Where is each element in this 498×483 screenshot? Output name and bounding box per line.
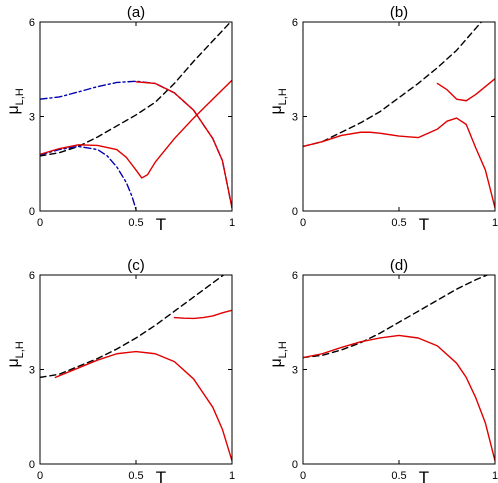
panel-d-x-axis-label: T (419, 468, 429, 483)
panel-b-y-axis-subscript: L,H (277, 88, 289, 105)
panel-d-y-tick-label: 3 (292, 365, 298, 377)
panel-a-x-axis-label: T (156, 215, 166, 234)
panel-d-y-axis-symbol: μ (268, 358, 285, 367)
panel-c-series-2-solid-line (54, 350, 232, 462)
panel-c-y-tick-label: 3 (29, 365, 35, 377)
panel-a-y-tick-label: 3 (29, 112, 35, 124)
panel-b-series-3-solid-line (436, 77, 495, 102)
panel-d-x-tick-label: 1 (492, 470, 498, 482)
panel-c-y-tick-label: 6 (29, 270, 35, 282)
panel-b-y-tick-label: 6 (292, 17, 298, 29)
panel-a-title: (a) (127, 4, 145, 21)
panel-a-x-tick-label: 0 (37, 217, 43, 229)
panel-a-y-axis-label: μL,H (5, 88, 26, 114)
panel-a-plot-area (40, 22, 232, 211)
panel-d-series-1-dashed-line (303, 275, 490, 359)
panel-c-plot-area (40, 275, 232, 462)
panel-a-y-axis-subscript: L,H (14, 88, 26, 105)
panel-b: 0 0.5 1 0 3 6 (b) TμL,H (268, 4, 498, 234)
panel-b-x-tick-label: 0 (300, 217, 306, 229)
panel-d-series-2-solid-line (303, 334, 495, 462)
panel-c-x-tick-label: 0 (37, 470, 43, 482)
panel-b-x-tick-label: 0.5 (391, 217, 406, 229)
panel-c-x-tick-label: 1 (229, 470, 235, 482)
panel-d-x-tick-label: 0.5 (391, 470, 406, 482)
panel-b-x-axis-label: T (419, 215, 429, 234)
panel-c-title: (c) (127, 257, 145, 274)
panel-a-x-tick-label: 0.5 (128, 217, 143, 229)
panel-d-y-axis-subscript: L,H (277, 341, 289, 358)
panel-c-y-axis-label: μL,H (5, 341, 26, 367)
panel-c: 0 0.5 1 0 3 6 (c) TμL,H (5, 257, 235, 483)
panel-a-series-5-solid-line (135, 81, 232, 209)
panel-b-x-tick-label: 1 (492, 217, 498, 229)
panel-b-series-2-solid-line (303, 117, 495, 209)
panel-b-y-tick-label: 3 (292, 112, 298, 124)
panel-b-y-tick-label: 0 (292, 206, 298, 218)
panel-a-y-axis-symbol: μ (5, 105, 22, 114)
panel-a: 0 0.5 1 0 3 6 (a) TμL,H (5, 4, 235, 234)
panel-a-x-tick-label: 1 (229, 217, 235, 229)
panel-a-series-3-dashdot-line (40, 145, 137, 211)
panel-d-y-tick-label: 6 (292, 270, 298, 282)
panel-d-y-axis-label: μL,H (268, 341, 289, 367)
panel-c-y-axis-symbol: μ (5, 358, 22, 367)
panel-b-y-axis-label: μL,H (268, 88, 289, 114)
panel-d-title: (d) (390, 257, 408, 274)
panel-b-series-1-dashed-line (303, 22, 483, 148)
panel-c-series-1-dashed-line (40, 275, 225, 379)
panel-c-x-tick-label: 0.5 (128, 470, 143, 482)
panel-a-series-1-dashed-line (40, 22, 232, 157)
panel-d-y-tick-label: 0 (292, 459, 298, 471)
panel-b-y-axis-symbol: μ (268, 105, 285, 114)
panel-d-plot-area (303, 275, 495, 462)
panel-a-y-tick-label: 0 (29, 206, 35, 218)
panel-a-y-tick-label: 6 (29, 17, 35, 29)
panel-c-y-tick-label: 0 (29, 459, 35, 471)
panel-b-plot-area (303, 22, 495, 209)
panel-d: 0 0.5 1 0 3 6 (d) TμL,H (268, 257, 498, 483)
panel-a-series-4-solid-line (40, 79, 232, 179)
panel-c-y-axis-subscript: L,H (14, 341, 26, 358)
panel-d-x-tick-label: 0 (300, 470, 306, 482)
panel-b-title: (b) (390, 4, 408, 21)
panel-c-x-axis-label: T (156, 468, 166, 483)
panel-c-series-3-solid-line (173, 309, 232, 320)
